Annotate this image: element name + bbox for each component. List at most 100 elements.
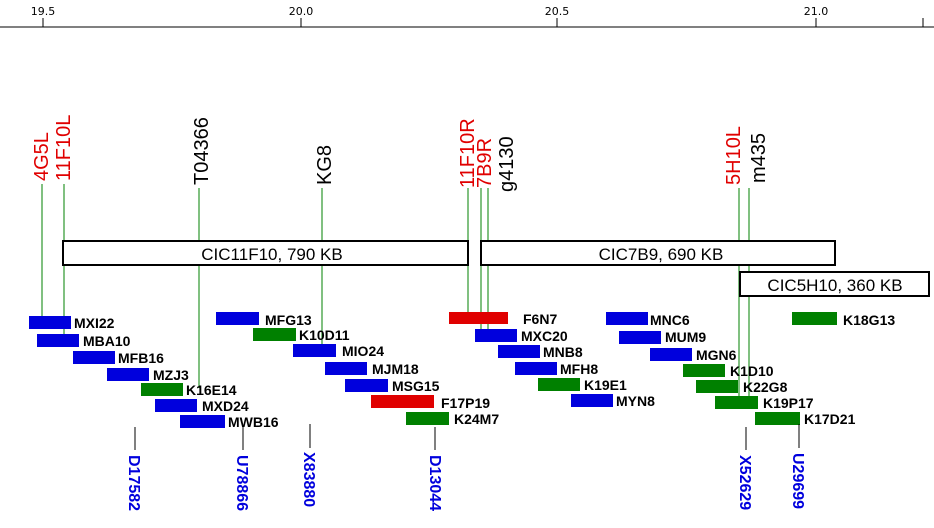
clone-bar xyxy=(650,348,692,361)
marker-label-11f10r: 11F10R xyxy=(457,118,479,188)
clone-mzj3[interactable]: MZJ3 xyxy=(107,367,189,383)
clone-bar xyxy=(107,368,149,381)
contig-cic11f10[interactable]: CIC11F10, 790 KB xyxy=(62,240,469,266)
clone-bar xyxy=(755,412,800,425)
clone-bar xyxy=(253,328,296,341)
clone-bar xyxy=(571,394,613,407)
clone-label: K17D21 xyxy=(804,411,856,427)
clone-bar xyxy=(141,383,183,396)
marker-label-11f10l: 11F10L xyxy=(53,115,75,181)
clone-label: MNC6 xyxy=(650,312,690,328)
sts-label-u29699[interactable]: U29699 xyxy=(789,453,806,509)
axis-tick-label: 21.0 xyxy=(804,5,829,18)
clone-bar xyxy=(406,412,449,425)
sts-markers: D17582 U78866 X83880 D13044 X52629 U2969… xyxy=(125,424,806,511)
sts-label-u78866[interactable]: U78866 xyxy=(233,455,250,511)
clone-k16e14[interactable]: K16E14 xyxy=(141,382,237,398)
clone-mgn6[interactable]: MGN6 xyxy=(650,347,737,363)
clone-bar xyxy=(619,331,661,344)
clone-label: MBA10 xyxy=(83,333,131,349)
contig-label: CIC7B9, 690 KB xyxy=(599,245,724,264)
clone-label: K18G13 xyxy=(843,312,895,328)
sts-label-d13044[interactable]: D13044 xyxy=(426,455,443,511)
clone-bar xyxy=(37,334,79,347)
clone-label: MFG13 xyxy=(265,312,312,328)
sts-label-d17582[interactable]: D17582 xyxy=(125,455,142,511)
clone-mxd24[interactable]: MXD24 xyxy=(155,398,249,414)
clone-mba10[interactable]: MBA10 xyxy=(37,333,131,349)
clone-bar xyxy=(371,395,434,408)
clone-k22g8[interactable]: K22G8 xyxy=(696,379,788,395)
marker-label-5h10l: 5H10L xyxy=(723,126,745,185)
clone-label: K1D10 xyxy=(730,363,774,379)
clone-label: MFH8 xyxy=(560,361,598,377)
clone-label: F6N7 xyxy=(523,311,557,327)
clone-k1d10[interactable]: K1D10 xyxy=(683,363,774,379)
clones: MXI22 MBA10 MFB16 MZJ3 K16E14 MXD24 MWB1… xyxy=(29,311,895,430)
clone-label: MWB16 xyxy=(228,414,279,430)
clone-label: MUM9 xyxy=(665,329,706,345)
clone-bar xyxy=(216,312,259,325)
clone-label: MJM18 xyxy=(372,361,419,377)
clone-label: MXI22 xyxy=(74,315,115,331)
clone-mfh8[interactable]: MFH8 xyxy=(515,361,598,377)
clone-label: MYN8 xyxy=(616,393,655,409)
clone-mum9[interactable]: MUM9 xyxy=(619,329,706,345)
clone-label: F17P19 xyxy=(441,395,490,411)
clone-bar xyxy=(696,380,738,393)
clone-k18g13[interactable]: K18G13 xyxy=(792,312,895,328)
clone-mnc6[interactable]: MNC6 xyxy=(606,312,690,328)
clone-mjm18[interactable]: MJM18 xyxy=(325,361,419,377)
clone-bar xyxy=(293,344,336,357)
marker-label-t04366: T04366 xyxy=(191,117,213,185)
clone-k17d21[interactable]: K17D21 xyxy=(755,411,856,427)
clone-msg15[interactable]: MSG15 xyxy=(345,378,440,394)
contigs: CIC11F10, 790 KB CIC7B9, 690 KB CIC5H10,… xyxy=(62,240,930,297)
position-axis: 19.5 20.0 20.5 21.0 xyxy=(0,5,934,28)
clone-mxc20[interactable]: MXC20 xyxy=(475,328,568,344)
axis-tick-label: 20.5 xyxy=(545,5,570,18)
marker-label-kg8: KG8 xyxy=(314,145,336,185)
clone-label: MZJ3 xyxy=(153,367,189,383)
clone-bar xyxy=(155,399,197,412)
clone-bar xyxy=(475,329,517,342)
clone-label: MNB8 xyxy=(543,344,583,360)
clone-f17p19[interactable]: F17P19 xyxy=(371,395,490,411)
sts-label-x52629[interactable]: X52629 xyxy=(736,455,753,510)
clone-mfb16[interactable]: MFB16 xyxy=(73,350,164,366)
contig-cic7b9[interactable]: CIC7B9, 690 KB xyxy=(480,240,836,266)
clone-bar xyxy=(325,362,367,375)
clone-label: K24M7 xyxy=(454,411,499,427)
contig-box xyxy=(480,240,836,266)
clone-bar xyxy=(715,396,758,409)
clone-k19p17[interactable]: K19P17 xyxy=(715,395,814,411)
clone-bar xyxy=(345,379,388,392)
clone-mnb8[interactable]: MNB8 xyxy=(498,344,583,360)
clone-mfg13[interactable]: MFG13 xyxy=(216,312,312,328)
marker-label-7b9r: 7B9R xyxy=(474,138,496,188)
marker-label-4g5l: 4G5L xyxy=(31,132,53,181)
clone-label: K16E14 xyxy=(186,382,237,398)
marker-label-m435: m435 xyxy=(748,133,770,183)
clone-k19e1[interactable]: K19E1 xyxy=(538,377,627,393)
clone-myn8[interactable]: MYN8 xyxy=(571,393,655,409)
sts-label-x83880[interactable]: X83880 xyxy=(300,452,317,507)
axis-tick-label: 19.5 xyxy=(31,5,56,18)
clone-mxi22[interactable]: MXI22 xyxy=(29,315,115,331)
clone-f6n7[interactable]: F6N7 xyxy=(449,311,557,327)
clone-mio24[interactable]: MIO24 xyxy=(293,343,384,359)
clone-label: K10D11 xyxy=(299,327,350,343)
clone-label: K19E1 xyxy=(584,377,627,393)
clone-bar xyxy=(683,364,725,377)
clone-mwb16[interactable]: MWB16 xyxy=(180,414,279,430)
contig-box xyxy=(739,271,930,297)
clone-k10d11[interactable]: K10D11 xyxy=(253,327,350,343)
contig-cic5h10[interactable]: CIC5H10, 360 KB xyxy=(739,271,930,297)
clone-bar xyxy=(498,345,540,358)
contig-label: CIC5H10, 360 KB xyxy=(767,276,902,295)
clone-bar xyxy=(29,316,71,329)
contig-box xyxy=(62,240,469,266)
clone-label: MGN6 xyxy=(696,347,737,363)
clone-k24m7[interactable]: K24M7 xyxy=(406,411,499,427)
